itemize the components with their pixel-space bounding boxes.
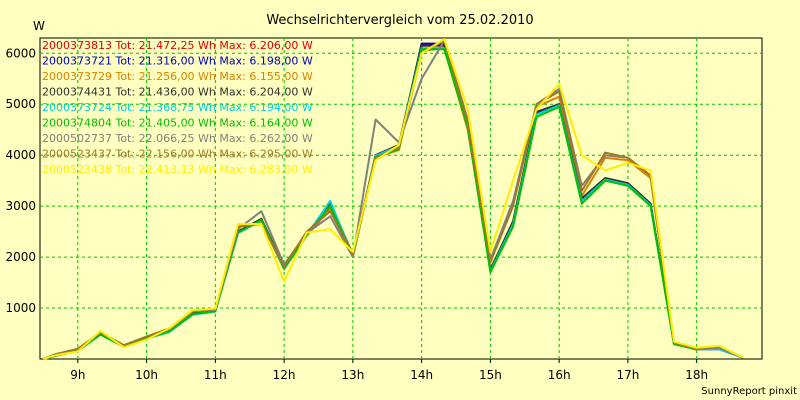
legend-entry-2000523438: 2000523438 Tot: 22.413,13 Wh Max: 6.283,…: [42, 163, 313, 176]
chart-title: Wechselrichtervergleich vom 25.02.2010: [266, 13, 533, 28]
y-axis-unit-label: W: [33, 19, 45, 33]
x-tick-label: 14h: [410, 368, 433, 382]
x-tick-label: 17h: [616, 368, 639, 382]
x-tick-label: 16h: [548, 368, 571, 382]
legend-entry-2000374431: 2000374431 Tot: 21.436,00 Wh Max: 6.204,…: [42, 86, 313, 99]
legend-entry-2000373813: 2000373813 Tot: 21.472,25 Wh Max: 6.206,…: [42, 39, 313, 52]
series-lines: [43, 38, 744, 360]
legend-entry-2000373721: 2000373721 Tot: 21.316,00 Wh Max: 6.198,…: [42, 55, 313, 68]
legend-entry-2000502737: 2000502737 Tot: 22.066,25 Wh Max: 6.262,…: [42, 132, 313, 145]
x-tick-label: 18h: [685, 368, 708, 382]
y-tick-label: 1000: [5, 301, 36, 315]
y-tick-label: 4000: [5, 148, 36, 162]
grid-lines: [40, 38, 762, 359]
x-tick-label: 9h: [70, 368, 85, 382]
x-tick-label: 10h: [135, 368, 158, 382]
series-line-2000523438: [43, 38, 744, 360]
y-tick-label: 2000: [5, 250, 36, 264]
x-tick-label: 12h: [273, 368, 296, 382]
y-axis-ticks: 1000 2000 3000 4000 5000 6000: [5, 46, 36, 315]
footer-credit: SunnyReport pinxit: [701, 386, 797, 397]
legend-entry-2000373729: 2000373729 Tot: 21.256,00 Wh Max: 6.155,…: [42, 70, 313, 83]
x-axis-ticks: 9h 10h 11h 12h 13h 14h 15h 16h 17h 18h: [70, 359, 708, 382]
x-tick-label: 13h: [341, 368, 364, 382]
y-tick-label: 6000: [5, 46, 36, 60]
x-tick-label: 15h: [479, 368, 502, 382]
y-tick-label: 5000: [5, 97, 36, 111]
y-tick-label: 3000: [5, 199, 36, 213]
legend-entry-2000373724: 2000373724 Tot: 21.368,75 Wh Max: 6.194,…: [42, 101, 313, 114]
legend-entry-2000374804: 2000374804 Tot: 21.405,00 Wh Max: 6.164,…: [42, 117, 313, 130]
legend-entry-2000523437: 2000523437 Tot: 22.156,00 Wh Max: 6.295,…: [42, 148, 313, 161]
legend: 2000373813 Tot: 21.472,25 Wh Max: 6.206,…: [42, 39, 313, 176]
x-tick-label: 11h: [204, 368, 227, 382]
